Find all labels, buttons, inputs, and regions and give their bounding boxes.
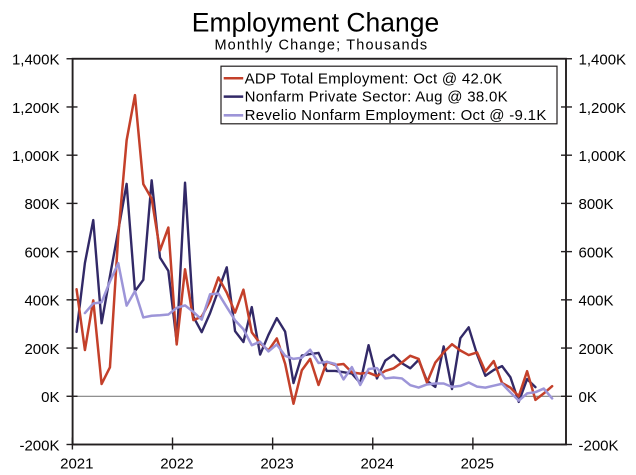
svg-text:200K: 200K: [24, 341, 59, 358]
svg-text:Employment Change: Employment Change: [192, 8, 439, 38]
svg-text:400K: 400K: [24, 293, 59, 310]
svg-text:-200K: -200K: [19, 437, 59, 454]
svg-text:2021: 2021: [60, 455, 93, 472]
svg-text:-200K: -200K: [579, 437, 619, 454]
svg-text:1,400K: 1,400K: [579, 52, 627, 69]
svg-text:600K: 600K: [579, 244, 614, 261]
svg-text:ADP Total Employment: Oct @ 42: ADP Total Employment: Oct @ 42.0K: [245, 71, 503, 88]
svg-text:Monthly Change; Thousands: Monthly Change; Thousands: [214, 38, 428, 54]
svg-text:2025: 2025: [461, 455, 494, 472]
svg-text:2022: 2022: [160, 455, 193, 472]
svg-text:2023: 2023: [260, 455, 293, 472]
svg-text:1,200K: 1,200K: [12, 100, 60, 117]
svg-text:0K: 0K: [579, 389, 597, 406]
svg-text:1,200K: 1,200K: [579, 100, 627, 117]
svg-text:600K: 600K: [24, 244, 59, 261]
svg-text:0K: 0K: [41, 389, 59, 406]
svg-text:800K: 800K: [579, 196, 614, 213]
svg-text:Nonfarm Private Sector: Aug @: Nonfarm Private Sector: Aug @ 38.0K: [245, 89, 508, 106]
svg-text:1,400K: 1,400K: [12, 52, 60, 69]
svg-text:800K: 800K: [24, 196, 59, 213]
svg-text:Revelio Nonfarm Employment: Oc: Revelio Nonfarm Employment: Oct @ -9.1K: [245, 107, 547, 124]
svg-text:2024: 2024: [360, 455, 393, 472]
svg-text:1,000K: 1,000K: [579, 148, 627, 165]
svg-text:200K: 200K: [579, 341, 614, 358]
svg-text:1,000K: 1,000K: [12, 148, 60, 165]
svg-text:400K: 400K: [579, 293, 614, 310]
